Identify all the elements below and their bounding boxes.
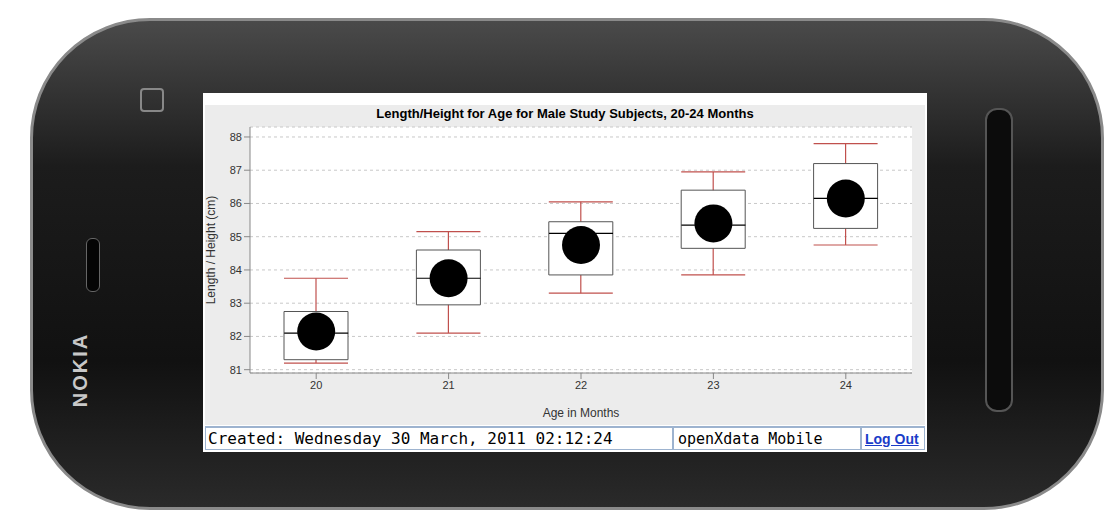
svg-text:Age in Months: Age in Months xyxy=(543,406,620,420)
svg-text:22: 22 xyxy=(575,379,587,391)
svg-text:83: 83 xyxy=(230,297,242,309)
svg-text:21: 21 xyxy=(442,379,454,391)
svg-text:81: 81 xyxy=(230,364,242,376)
svg-text:Length / Height (cm): Length / Height (cm) xyxy=(205,196,218,305)
svg-text:87: 87 xyxy=(230,164,242,176)
svg-text:85: 85 xyxy=(230,231,242,243)
html-text:Log Out: Log Out xyxy=(865,431,919,447)
svg-text:82: 82 xyxy=(230,330,242,342)
html-text:Length/Height for Age for Male: Length/Height for Age for Male Study Sub… xyxy=(376,106,754,121)
html-text:openXdata Mobile: openXdata Mobile xyxy=(678,430,823,448)
svg-text:20: 20 xyxy=(310,379,322,391)
html-text:Created: Wednesday 30 March, 2: Created: Wednesday 30 March, 2011 02:12:… xyxy=(208,429,613,448)
svg-text:23: 23 xyxy=(707,379,719,391)
svg-text:24: 24 xyxy=(840,379,852,391)
svg-text:84: 84 xyxy=(230,264,242,276)
svg-text:86: 86 xyxy=(230,197,242,209)
svg-text:88: 88 xyxy=(230,131,242,143)
html-text:NOKIA: NOKIA xyxy=(68,332,91,408)
